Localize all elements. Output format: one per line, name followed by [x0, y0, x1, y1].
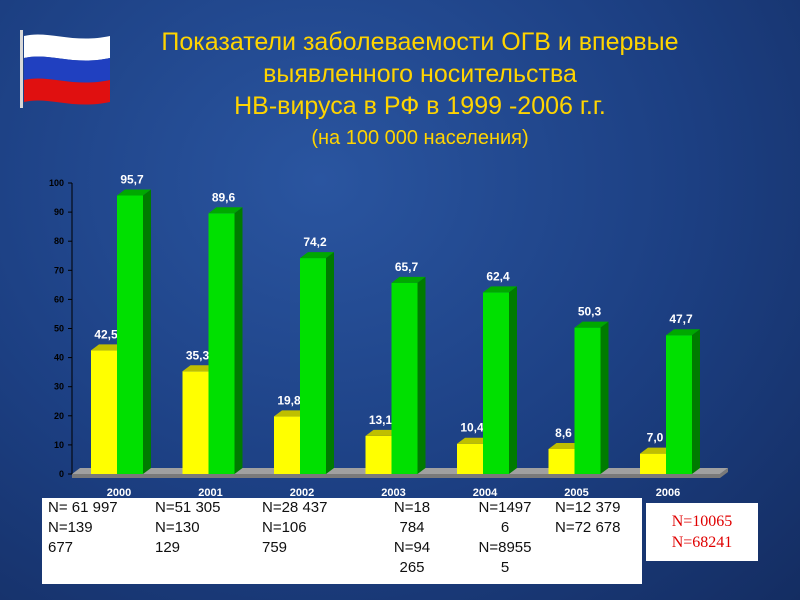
bar-top: [457, 437, 491, 444]
data-label: 89,6: [212, 190, 236, 204]
data-label: 50,3: [578, 305, 602, 319]
n-count-2004: N=1497 6 N=8955 5: [478, 499, 532, 576]
bar-top: [666, 329, 700, 336]
y-tick-label: 30: [54, 382, 64, 392]
y-tick-label: 0: [59, 469, 64, 479]
bar-top: [182, 365, 217, 372]
bar: [182, 371, 209, 474]
data-label: 42,5: [94, 327, 118, 341]
title-subtitle: (на 100 000 населения): [311, 127, 529, 149]
bar-top: [548, 442, 583, 449]
y-tick-label: 90: [54, 207, 64, 217]
bar-top: [117, 189, 151, 196]
russian-flag-icon: [20, 30, 110, 108]
y-tick-label: 70: [54, 265, 64, 275]
title-line-1: Показатели заболеваемости ОГВ и впервые: [161, 28, 679, 56]
bar: [365, 435, 392, 474]
bar: [666, 335, 692, 474]
page-title: Показатели заболеваемости ОГВ и впервые …: [40, 26, 800, 154]
x-tick-label: 2000: [107, 487, 131, 499]
bar-side: [326, 252, 334, 474]
bar-top: [300, 252, 334, 259]
bar: [640, 453, 666, 474]
n-count-2006-line2: N=68241: [671, 534, 733, 551]
bar-side: [143, 189, 151, 474]
x-tick-label: 2004: [473, 487, 498, 499]
bar: [91, 350, 117, 474]
y-tick-label: 80: [54, 236, 64, 246]
bar: [574, 327, 601, 474]
bar-top: [483, 286, 517, 293]
y-tick-label: 20: [54, 411, 64, 421]
bar-side: [600, 321, 609, 474]
data-label: 95,7: [120, 173, 144, 187]
data-label: 62,4: [486, 269, 510, 283]
chart-floor-edge: [72, 468, 728, 478]
data-label: 13,1: [369, 413, 393, 427]
data-label: 10,4: [460, 421, 484, 435]
bar-top: [274, 410, 308, 417]
y-tick-label: 60: [54, 294, 64, 304]
y-tick-label: 10: [54, 440, 64, 450]
bar: [300, 258, 326, 474]
title-line-2: выявленного носительства: [263, 60, 577, 88]
x-tick-label: 2001: [198, 487, 222, 499]
bar-top: [640, 447, 674, 454]
data-label: 35,3: [186, 348, 210, 362]
bar-top: [574, 321, 609, 328]
data-label: 8,6: [555, 426, 572, 440]
bar: [548, 448, 575, 474]
bar: [391, 282, 418, 474]
title-line-3: НВ-вируса в РФ в 1999 -2006 г.г.: [234, 92, 606, 120]
n-count-2005: N=12 379 N=72 678: [555, 499, 621, 536]
bar: [483, 292, 509, 474]
x-tick-label: 2005: [564, 487, 588, 499]
bar-side: [234, 207, 243, 474]
bar-side: [417, 276, 426, 474]
bar-top: [91, 344, 125, 351]
bar: [457, 443, 483, 474]
y-tick-label: 50: [54, 324, 64, 334]
y-tick-label: 100: [49, 178, 64, 188]
bar-top: [365, 429, 400, 436]
n-count-2006-line1: N=10065: [671, 513, 733, 530]
y-tick-label: 40: [54, 353, 64, 363]
x-tick-label: 2006: [656, 487, 680, 499]
bar-top: [391, 276, 426, 283]
data-label: 74,2: [303, 235, 327, 249]
bar-top: [208, 207, 243, 214]
bar-side: [692, 329, 700, 474]
data-label: 65,7: [395, 260, 419, 274]
bar: [274, 416, 300, 474]
data-label: 19,8: [277, 393, 301, 407]
x-tick-label: 2003: [381, 487, 405, 499]
x-tick-label: 2002: [290, 487, 314, 499]
n-count-2003: N=18 784 N=94 265: [393, 499, 431, 576]
n-count-2002: N=28 437 N=106 759: [262, 499, 328, 556]
bar: [208, 213, 235, 474]
n-count-2006: N=10065 N=68241: [646, 503, 758, 561]
data-label: 7,0: [647, 431, 664, 445]
n-counts-panel: [42, 498, 642, 584]
n-count-2001: N=51 305 N=130 129: [155, 499, 221, 556]
bar: [117, 195, 143, 474]
data-label: 47,7: [669, 312, 693, 326]
bar-side: [509, 286, 517, 474]
n-count-2000: N= 61 997 N=139 677: [48, 499, 118, 556]
